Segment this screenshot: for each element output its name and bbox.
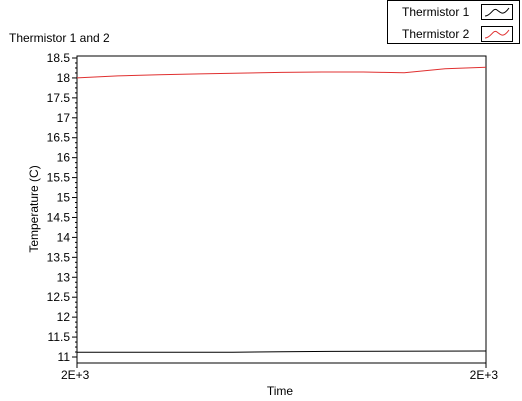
x-axis: 2E+3 2E+3 <box>61 363 498 382</box>
y-tick-label: 14 <box>57 230 71 244</box>
legend-line-swatch-1 <box>484 7 510 17</box>
legend-label: Thermistor 1 <box>402 5 470 19</box>
x-tick-label: 2E+3 <box>61 368 90 382</box>
y-tick-label: 13 <box>57 270 71 284</box>
series-line-1 <box>77 350 487 353</box>
legend-label: Thermistor 2 <box>402 27 470 41</box>
legend: Thermistor 1 Thermistor 2 <box>387 0 520 44</box>
y-axis-title: Temperature (C) <box>27 165 41 252</box>
plot-area <box>76 55 487 364</box>
series-lines <box>76 66 487 353</box>
series-line-2 <box>76 66 487 79</box>
line-style-icon[interactable] <box>481 26 513 42</box>
y-tick-label: 15 <box>57 191 71 205</box>
y-tick-label: 12 <box>57 310 71 324</box>
x-tick-label: 2E+3 <box>470 368 499 382</box>
y-tick-label: 17 <box>57 111 71 125</box>
y-tick-label: 11.5 <box>48 330 71 344</box>
y-tick-label: 16 <box>57 151 71 165</box>
legend-line-swatch-2 <box>484 29 510 39</box>
y-tick-label: 18 <box>57 71 71 85</box>
y-tick-label: 13.5 <box>47 250 71 264</box>
legend-item-thermistor-2[interactable]: Thermistor 2 <box>388 23 519 45</box>
y-tick-label: 11 <box>58 350 71 364</box>
legend-item-thermistor-1[interactable]: Thermistor 1 <box>388 1 519 23</box>
y-tick-label: 16.5 <box>47 131 71 145</box>
y-tick-label: 18.5 <box>47 51 71 65</box>
y-tick-label: 14.5 <box>47 210 71 224</box>
line-style-icon[interactable] <box>481 4 513 20</box>
x-axis-title: Time <box>267 384 294 398</box>
y-tick-label: 17.5 <box>47 91 71 105</box>
y-tick-label: 12.5 <box>47 290 71 304</box>
y-axis: 11 11.5 12 12.5 13 13.5 14 14.5 15 15.5 16 16.5 17 17… <box>47 51 77 364</box>
y-tick-label: 15.5 <box>47 171 71 185</box>
chart-title: Thermistor 1 and 2 <box>9 31 110 45</box>
